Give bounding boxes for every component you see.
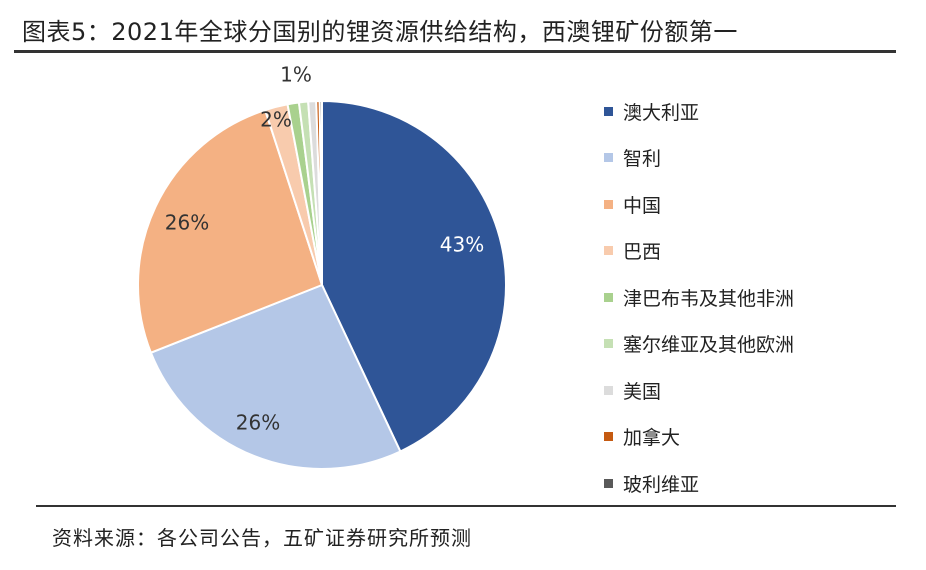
chart-legend: 澳大利亚智利中国巴西津巴布韦及其他非洲 塞尔维亚及其他欧洲 美国加拿大玻利维亚 xyxy=(604,88,794,507)
source-divider xyxy=(36,505,896,507)
legend-item-1: 智利 xyxy=(604,135,794,182)
legend-item-6: 美国 xyxy=(604,367,794,414)
legend-swatch xyxy=(604,292,613,302)
legend-swatch xyxy=(604,199,613,209)
slice-label-3: 2% xyxy=(260,108,292,132)
legend-label: 智利 xyxy=(623,148,662,171)
legend-label: 玻利维亚 xyxy=(623,473,700,496)
legend-item-0: 澳大利亚 xyxy=(604,88,794,135)
legend-item-8: 玻利维亚 xyxy=(604,460,794,507)
pie-slice-2 xyxy=(137,108,324,355)
chart-title: 图表5：2021年全球分国别的锂资源供给结构，西澳锂矿份额第一 xyxy=(22,18,738,46)
legend-label: 塞尔维亚及其他欧洲 xyxy=(623,334,795,357)
legend-label: 巴西 xyxy=(623,241,662,264)
legend-swatch xyxy=(604,478,613,488)
legend-swatch xyxy=(604,106,613,116)
legend-swatch xyxy=(604,153,613,163)
title-underline xyxy=(14,50,896,53)
slice-label-1: 26% xyxy=(236,411,280,435)
legend-swatch xyxy=(604,339,613,349)
legend-label: 澳大利亚 xyxy=(623,101,700,124)
pie-slice-8 xyxy=(318,99,323,286)
legend-item-5: 塞尔维亚及其他欧洲 xyxy=(604,321,794,368)
legend-label: 加拿大 xyxy=(623,427,681,450)
pie-slice-0 xyxy=(321,99,507,453)
pie-slice-1 xyxy=(149,283,402,470)
legend-swatch xyxy=(604,385,613,395)
legend-swatch xyxy=(604,432,613,442)
legend-item-4: 津巴布韦及其他非洲 xyxy=(604,274,794,321)
source-note: 资料来源：各公司公告，五矿证券研究所预测 xyxy=(52,526,472,550)
legend-label: 美国 xyxy=(623,380,662,403)
legend-item-3: 巴西 xyxy=(604,228,794,275)
slice-label-4: 1% xyxy=(280,63,312,87)
legend-item-7: 加拿大 xyxy=(604,414,794,461)
legend-swatch xyxy=(604,246,613,256)
legend-label: 中国 xyxy=(623,194,662,217)
slice-label-0: 43% xyxy=(440,233,484,257)
legend-item-2: 中国 xyxy=(604,181,794,228)
legend-label: 津巴布韦及其他非洲 xyxy=(623,287,795,310)
slice-label-2: 26% xyxy=(165,211,209,235)
